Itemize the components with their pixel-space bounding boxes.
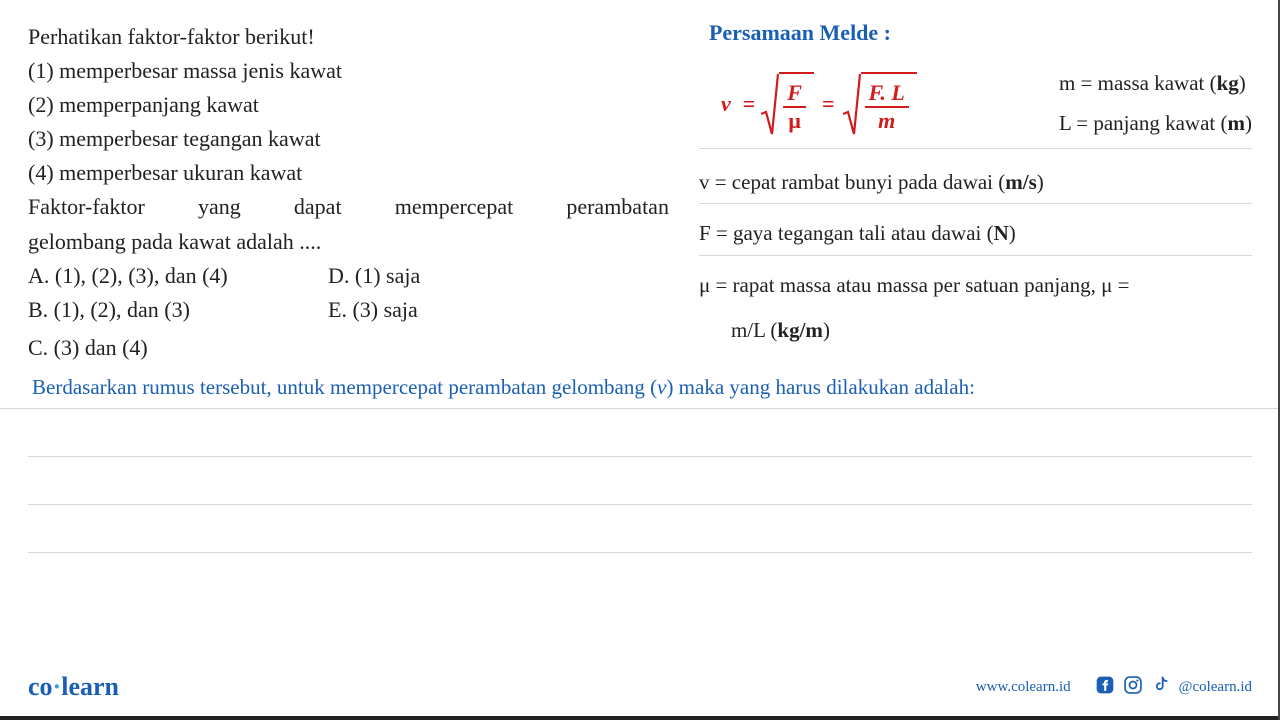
sqrt-2: F. L m	[843, 72, 917, 136]
question-column: Perhatikan faktor-faktor berikut! (1) me…	[28, 20, 689, 365]
bottom-border	[0, 716, 1280, 720]
sqrt-1: F μ	[761, 72, 814, 136]
frac-m: m	[874, 108, 899, 134]
answer-c: C. (3) dan (4)	[28, 331, 669, 365]
melde-formula: v = F μ =	[699, 72, 937, 136]
variable-list: m = massa kawat (kg) L = panjang kawat (…	[1059, 64, 1252, 144]
formula-eq-2: =	[822, 91, 835, 117]
blank-rule	[28, 505, 1252, 553]
def-mu-2: m/L (kg/m)	[699, 307, 1252, 348]
blank-rule	[28, 409, 1252, 457]
main-content: Perhatikan faktor-faktor berikut! (1) me…	[0, 0, 1280, 365]
radical-icon	[843, 72, 861, 136]
social-handle: @colearn.id	[1179, 679, 1252, 696]
answer-a: A. (1), (2), (3), dan (4)	[28, 259, 328, 293]
radical-icon	[761, 72, 779, 136]
def-v: v = cepat rambat bunyi pada dawai (m/s)	[699, 159, 1252, 205]
question-factor-4: (4) memperbesar ukuran kawat	[28, 156, 669, 190]
colearn-logo: co·learn	[28, 672, 119, 702]
tiktok-icon	[1151, 675, 1171, 700]
question-factor-2: (2) memperpanjang kawat	[28, 88, 669, 122]
blank-rule	[28, 457, 1252, 505]
frac-mu: μ	[784, 108, 804, 134]
instagram-icon	[1123, 675, 1143, 700]
question-intro: Perhatikan faktor-faktor berikut!	[28, 20, 669, 54]
explanation-column: Persamaan Melde : v = F μ =	[689, 20, 1252, 365]
frac-F: F	[783, 80, 806, 108]
footer: co·learn www.colearn.id @colearn.id	[28, 672, 1252, 702]
facebook-icon	[1095, 675, 1115, 700]
answer-e: E. (3) saja	[328, 293, 669, 327]
formula-v: v	[721, 91, 731, 117]
conclusion-text: Berdasarkan rumus tersebut, untuk memper…	[0, 365, 1280, 409]
frac-FL: F. L	[865, 80, 909, 108]
var-L: L = panjang kawat (m)	[1059, 104, 1252, 144]
question-factor-1: (1) memperbesar massa jenis kawat	[28, 54, 669, 88]
answer-b: B. (1), (2), dan (3)	[28, 293, 328, 327]
question-prompt-1: Faktor-faktor yang dapat mempercepat per…	[28, 190, 669, 224]
question-factor-3: (3) memperbesar tegangan kawat	[28, 122, 669, 156]
def-F: F = gaya tegangan tali atau dawai (N)	[699, 210, 1252, 256]
def-mu: μ = rapat massa atau massa per satuan pa…	[699, 262, 1252, 307]
formula-eq-1: =	[743, 91, 756, 117]
social-links: @colearn.id	[1095, 675, 1252, 700]
formula-row: v = F μ =	[699, 64, 1252, 149]
var-m: m = massa kawat (kg)	[1059, 64, 1252, 104]
melde-title: Persamaan Melde :	[699, 20, 1252, 46]
answer-d: D. (1) saja	[328, 259, 669, 293]
footer-url: www.colearn.id	[976, 679, 1071, 696]
question-prompt-2: gelombang pada kawat adalah ....	[28, 225, 669, 259]
